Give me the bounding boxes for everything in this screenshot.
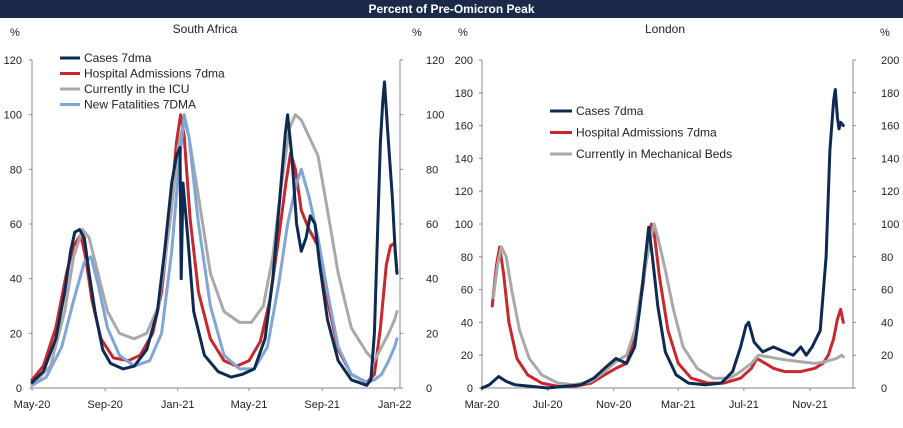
y-tick-label-left: 40 xyxy=(461,317,473,329)
y-tick-label-left: 140 xyxy=(455,153,473,165)
legend-label: New Fatalities 7DMA xyxy=(84,98,196,112)
x-tick-label: Jan-21 xyxy=(161,399,195,411)
series-line xyxy=(30,80,399,387)
y-tick-label-right: 80 xyxy=(881,252,893,264)
y-tick-label-right: 60 xyxy=(881,285,893,297)
x-tick-label: May-20 xyxy=(14,399,51,411)
legend-label: Hospital Admissions 7dma xyxy=(84,67,225,81)
y-tick-label-left: 200 xyxy=(455,55,473,67)
series-line xyxy=(491,222,845,387)
y-tick-label-right: 0 xyxy=(426,383,432,395)
y-ticks-left: 0 20 40 60 80 100 120 140 160 180 200 xyxy=(455,55,473,395)
x-tick-label: Jul-20 xyxy=(533,399,563,411)
legend: Cases 7dma Hospital Admissions 7dmaCurren… xyxy=(60,51,225,112)
y-ticks-left: 0 20 40 60 80 100 120 xyxy=(4,55,22,395)
y-tick-label-right: 100 xyxy=(881,219,899,231)
y-tick-label-right: 100 xyxy=(426,110,444,122)
y-tick-label-left: 20 xyxy=(461,350,473,362)
x-ticks: May-20 Sep-20 Jan-21 May-21 Sep-21 Jan-22 xyxy=(14,399,412,411)
y-tick-label-left: 20 xyxy=(10,328,22,340)
y-tick-label-right: 20 xyxy=(426,328,438,340)
x-tick-label: Nov-21 xyxy=(792,399,827,411)
y-tick-label-right: 60 xyxy=(426,219,438,231)
chart-south-africa: South Africa % % 0 20 40 60 80 100 120 0 20 40 60… xyxy=(4,22,445,411)
y-tick-label-left: 40 xyxy=(10,274,22,286)
y-tick-label-left: 180 xyxy=(455,88,473,100)
y-tick-label-left: 80 xyxy=(461,252,473,264)
chart-title: London xyxy=(645,22,685,36)
x-tick-label: Jul-21 xyxy=(729,399,759,411)
y-tick-label-left: 60 xyxy=(10,219,22,231)
y-tick-label-right: 40 xyxy=(881,317,893,329)
series-lines xyxy=(480,88,845,390)
legend-label: Cases 7dma xyxy=(576,104,644,118)
y-tick-label-right: 40 xyxy=(426,274,438,286)
y-tick-label-left: 100 xyxy=(455,219,473,231)
x-tick-label: Jan-22 xyxy=(378,399,412,411)
y-axis-label-right: % xyxy=(880,27,890,39)
x-tick-label: Sep-21 xyxy=(304,399,339,411)
series-line xyxy=(490,222,845,388)
y-tick-label-left: 0 xyxy=(467,383,473,395)
y-tick-label-right: 120 xyxy=(881,186,899,198)
x-tick-label: Nov-20 xyxy=(596,399,631,411)
y-tick-label-right: 120 xyxy=(426,55,444,67)
banner-title: Percent of Pre-Omicron Peak xyxy=(0,0,903,18)
x-tick-label: Mar-20 xyxy=(465,399,500,411)
series-lines xyxy=(30,80,399,387)
y-tick-label-right: 160 xyxy=(881,121,899,133)
x-tick-label: May-21 xyxy=(231,399,268,411)
legend: Cases 7dma Hospital Admissions 7dma Curren… xyxy=(550,104,732,161)
series-line xyxy=(480,88,845,390)
axes xyxy=(29,59,403,391)
legend-label: Hospital Admissions 7dma xyxy=(576,126,717,140)
legend-label: Currently in the ICU xyxy=(84,82,189,96)
legend-label: Currently in Mechanical Beds xyxy=(576,147,732,161)
series-line xyxy=(30,113,399,387)
y-axis-label-left: % xyxy=(10,27,20,39)
x-tick-label: Mar-21 xyxy=(661,399,696,411)
y-tick-label-right: 0 xyxy=(881,383,887,395)
y-tick-label-left: 80 xyxy=(10,164,22,176)
y-axis-label-left: % xyxy=(458,27,468,39)
y-tick-label-left: 0 xyxy=(16,383,22,395)
y-tick-label-left: 120 xyxy=(455,186,473,198)
axes xyxy=(479,59,856,391)
y-ticks-right: 0 20 40 60 80 100 120 xyxy=(426,55,444,395)
y-tick-label-right: 200 xyxy=(881,55,899,67)
chart-title: South Africa xyxy=(173,22,238,36)
y-tick-label-right: 140 xyxy=(881,153,899,165)
legend-label: Cases 7dma xyxy=(84,51,152,65)
y-tick-label-right: 80 xyxy=(426,164,438,176)
y-axis-label-right: % xyxy=(412,27,422,39)
y-tick-label-right: 180 xyxy=(881,88,899,100)
x-tick-label: Sep-20 xyxy=(87,399,122,411)
y-tick-label-left: 160 xyxy=(455,121,473,133)
y-ticks-right: 0 20 40 60 80 100 120 140 160 180 200 xyxy=(881,55,899,395)
y-tick-label-left: 100 xyxy=(4,110,22,122)
series-line xyxy=(30,113,399,387)
y-tick-label-right: 20 xyxy=(881,350,893,362)
y-tick-label-left: 120 xyxy=(4,55,22,67)
y-tick-label-left: 60 xyxy=(461,285,473,297)
x-ticks: Mar-20 Jul-20 Nov-20 Mar-21 Jul-21 Nov-21 xyxy=(465,399,828,411)
